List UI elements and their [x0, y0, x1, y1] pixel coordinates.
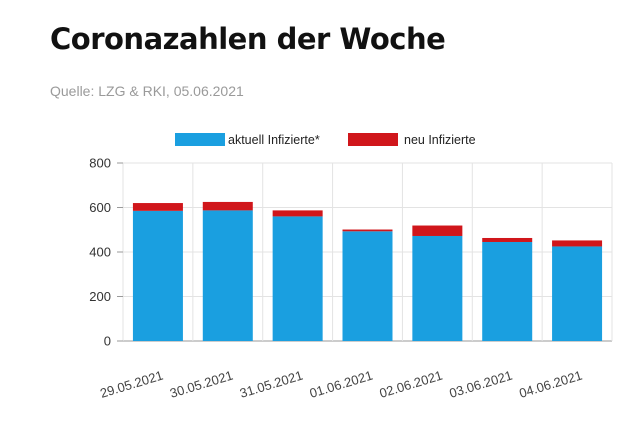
- bar-neu-infizierte-29.05.2021[interactable]: [132, 203, 183, 211]
- bar-neu-infizierte-03.06.2021[interactable]: [482, 237, 533, 242]
- y-axis: 0 200 400 600 800: [89, 156, 123, 349]
- legend-swatch-aktuell-infizierte[interactable]: [175, 133, 225, 146]
- page-title: Coronazahlen der Woche: [50, 22, 446, 56]
- bar-aktuell-infizierte-29.05.2021[interactable]: [132, 210, 183, 341]
- y-tick-label: 600: [89, 200, 111, 215]
- x-tick-label: 02.06.2021: [378, 368, 445, 401]
- bar-aktuell-infizierte-30.05.2021[interactable]: [202, 210, 253, 341]
- bar-aktuell-infizierte-03.06.2021[interactable]: [482, 241, 533, 341]
- legend[interactable]: aktuell Infizierte* neu Infizierte: [175, 133, 476, 147]
- bar-neu-infizierte-01.06.2021[interactable]: [342, 229, 393, 232]
- y-tick-label: 0: [104, 334, 111, 349]
- bar-aktuell-infizierte-31.05.2021[interactable]: [272, 216, 323, 341]
- bar-neu-infizierte-30.05.2021[interactable]: [202, 201, 253, 211]
- x-tick-label: 04.06.2021: [517, 368, 584, 401]
- bar-neu-infizierte-04.06.2021[interactable]: [552, 240, 603, 247]
- x-tick-label: 30.05.2021: [168, 368, 235, 401]
- legend-label-aktuell-infizierte[interactable]: aktuell Infizierte*: [228, 133, 320, 147]
- bar-neu-infizierte-31.05.2021[interactable]: [272, 210, 323, 217]
- x-tick-label: 01.06.2021: [308, 368, 375, 401]
- y-tick-label: 800: [89, 156, 111, 171]
- bar-aktuell-infizierte-01.06.2021[interactable]: [342, 231, 393, 341]
- x-tick-label: 31.05.2021: [238, 368, 305, 401]
- bar-neu-infizierte-02.06.2021[interactable]: [412, 225, 463, 236]
- x-axis: 29.05.2021 30.05.2021 31.05.2021 01.06.2021…: [98, 368, 584, 401]
- y-tick-label: 400: [89, 245, 111, 260]
- legend-swatch-neu-infizierte[interactable]: [348, 133, 398, 146]
- bars: [132, 201, 603, 341]
- x-tick-label: 29.05.2021: [98, 368, 165, 401]
- x-tick-label: 03.06.2021: [447, 368, 514, 401]
- bar-aktuell-infizierte-02.06.2021[interactable]: [412, 235, 463, 341]
- bar-aktuell-infizierte-04.06.2021[interactable]: [552, 246, 603, 341]
- y-tick-label: 200: [89, 289, 111, 304]
- source-note: Quelle: LZG & RKI, 05.06.2021: [50, 83, 244, 99]
- legend-label-neu-infizierte[interactable]: neu Infizierte: [404, 133, 476, 147]
